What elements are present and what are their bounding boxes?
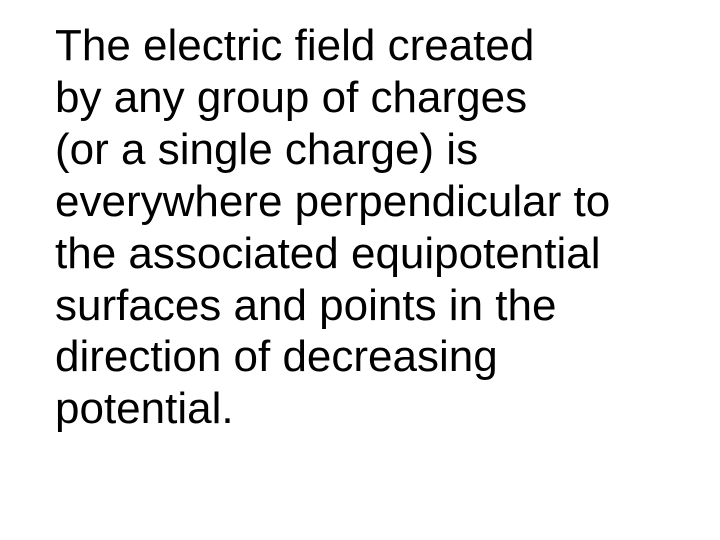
- document-page: The electric field created by any group …: [0, 0, 720, 540]
- body-text: The electric field created by any group …: [55, 20, 670, 435]
